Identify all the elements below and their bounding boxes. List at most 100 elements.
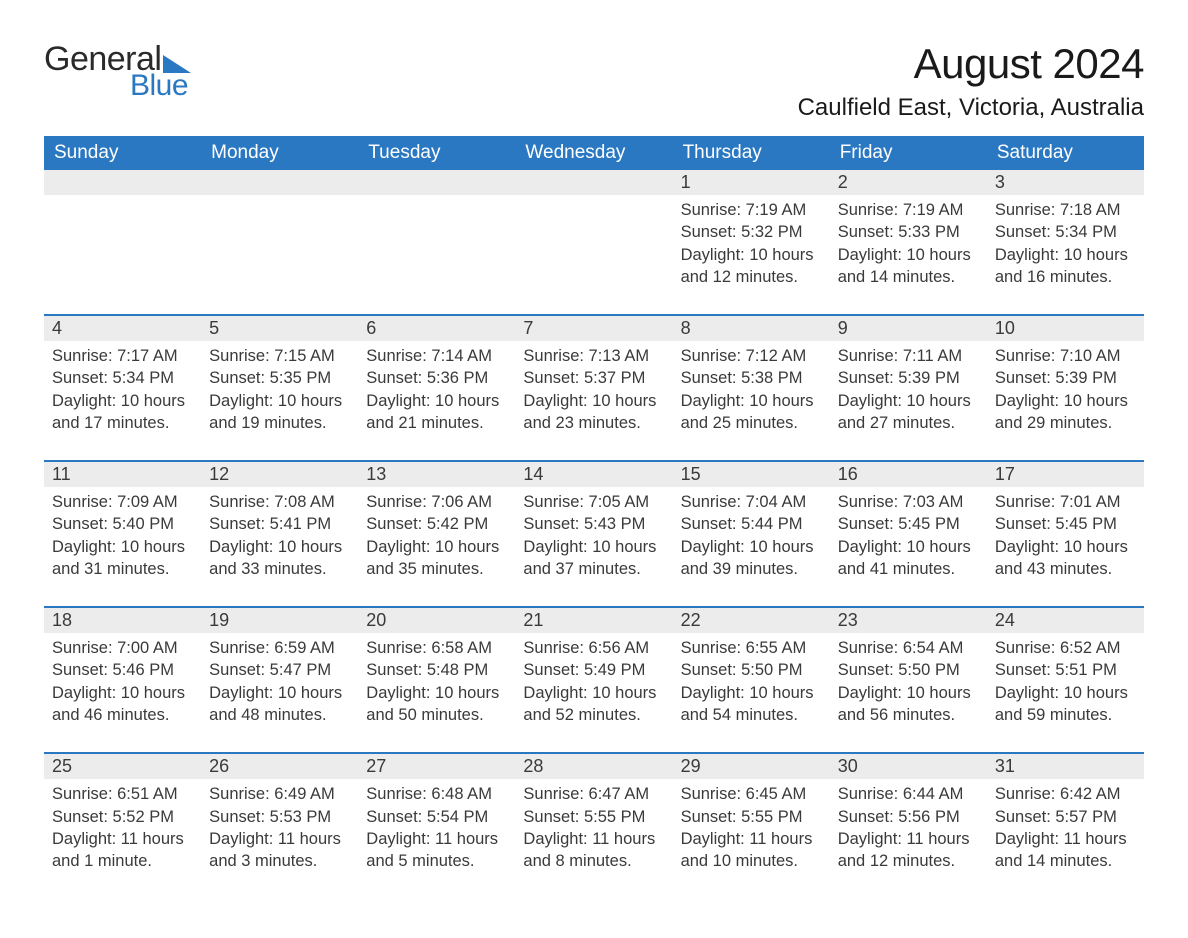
calendar-cell: 9Sunrise: 7:11 AMSunset: 5:39 PMDaylight… [830,315,987,461]
day-number: 3 [987,170,1144,195]
calendar-cell: 13Sunrise: 7:06 AMSunset: 5:42 PMDayligh… [358,461,515,607]
day-body: Sunrise: 6:56 AMSunset: 5:49 PMDaylight:… [515,633,672,752]
calendar-cell [44,170,201,315]
day-number: 18 [44,608,201,633]
day-body: Sunrise: 7:05 AMSunset: 5:43 PMDaylight:… [515,487,672,606]
sunset-text: Sunset: 5:50 PM [838,659,979,681]
calendar-cell [201,170,358,315]
calendar-cell: 20Sunrise: 6:58 AMSunset: 5:48 PMDayligh… [358,607,515,753]
day-body: Sunrise: 7:11 AMSunset: 5:39 PMDaylight:… [830,341,987,460]
day-number: 22 [673,608,830,633]
dayheader-wed: Wednesday [515,136,672,170]
day-number: 21 [515,608,672,633]
day-body: Sunrise: 7:17 AMSunset: 5:34 PMDaylight:… [44,341,201,460]
calendar-cell: 18 Sunrise: 7:00 AMSunset: 5:46 PMDayligh… [44,607,201,753]
sunset-text: Sunset: 5:34 PM [52,367,193,389]
day-body-empty [515,195,672,295]
day-number: 30 [830,754,987,779]
sunrise-text: Sunrise: 7:14 AM [366,345,507,367]
calendar-table: Sunday Monday Tuesday Wednesday Thursday… [44,136,1144,898]
sunset-text: Sunset: 5:37 PM [523,367,664,389]
day-number: 11 [44,462,201,487]
day-number: 2 [830,170,987,195]
calendar-cell: 23Sunrise: 6:54 AMSunset: 5:50 PMDayligh… [830,607,987,753]
daylight-text: Daylight: 10 hours and 21 minutes. [366,390,507,435]
day-number: 26 [201,754,358,779]
sunrise-text: Sunrise: 7:15 AM [209,345,350,367]
daylight-text: Daylight: 10 hours and 31 minutes. [52,536,193,581]
sunset-text: Sunset: 5:42 PM [366,513,507,535]
calendar-row: 25Sunrise: 6:51 AMSunset: 5:52 PMDayligh… [44,753,1144,898]
calendar-row: 11Sunrise: 7:09 AMSunset: 5:40 PMDayligh… [44,461,1144,607]
daylight-text: Daylight: 10 hours and 50 minutes. [366,682,507,727]
day-body: Sunrise: 6:52 AMSunset: 5:51 PMDaylight:… [987,633,1144,752]
sunset-text: Sunset: 5:36 PM [366,367,507,389]
calendar-cell [358,170,515,315]
daylight-text: Daylight: 10 hours and 19 minutes. [209,390,350,435]
sunrise-text: Sunrise: 6:55 AM [681,637,822,659]
day-number-empty [44,170,201,195]
sunrise-text: Sunrise: 6:45 AM [681,783,822,805]
calendar-cell: 22Sunrise: 6:55 AMSunset: 5:50 PMDayligh… [673,607,830,753]
calendar-cell: 30Sunrise: 6:44 AMSunset: 5:56 PMDayligh… [830,753,987,898]
daylight-text: Daylight: 11 hours and 8 minutes. [523,828,664,873]
day-body-empty [201,195,358,295]
daylight-text: Daylight: 11 hours and 3 minutes. [209,828,350,873]
daylight-text: Daylight: 10 hours and 35 minutes. [366,536,507,581]
location-text: Caulfield East, Victoria, Australia [798,94,1144,122]
calendar-cell: 14Sunrise: 7:05 AMSunset: 5:43 PMDayligh… [515,461,672,607]
dayheader-fri: Friday [830,136,987,170]
daylight-text: Daylight: 10 hours and 27 minutes. [838,390,979,435]
sunrise-text: Sunrise: 7:00 AM [52,637,193,659]
calendar-head: Sunday Monday Tuesday Wednesday Thursday… [44,136,1144,170]
sunrise-text: Sunrise: 6:42 AM [995,783,1136,805]
sunrise-text: Sunrise: 7:03 AM [838,491,979,513]
day-number: 5 [201,316,358,341]
day-body: Sunrise: 7:15 AMSunset: 5:35 PMDaylight:… [201,341,358,460]
calendar-cell: 28Sunrise: 6:47 AMSunset: 5:55 PMDayligh… [515,753,672,898]
day-body: Sunrise: 7:19 AMSunset: 5:32 PMDaylight:… [673,195,830,314]
sunrise-text: Sunrise: 6:59 AM [209,637,350,659]
sunrise-text: Sunrise: 7:08 AM [209,491,350,513]
day-body: Sunrise: 6:51 AMSunset: 5:52 PMDaylight:… [44,779,201,898]
sunrise-text: Sunrise: 7:12 AM [681,345,822,367]
day-number-empty [358,170,515,195]
day-body: Sunrise: 7:18 AMSunset: 5:34 PMDaylight:… [987,195,1144,314]
sunset-text: Sunset: 5:54 PM [366,806,507,828]
dayheader-sat: Saturday [987,136,1144,170]
dayheader-mon: Monday [201,136,358,170]
calendar-cell: 7Sunrise: 7:13 AMSunset: 5:37 PMDaylight… [515,315,672,461]
day-body: Sunrise: 6:48 AMSunset: 5:54 PMDaylight:… [358,779,515,898]
daylight-text: Daylight: 10 hours and 23 minutes. [523,390,664,435]
sunrise-text: Sunrise: 6:44 AM [838,783,979,805]
day-body: Sunrise: 7:09 AMSunset: 5:40 PMDaylight:… [44,487,201,606]
sunrise-text: Sunrise: 7:06 AM [366,491,507,513]
dayheader-tue: Tuesday [358,136,515,170]
sunset-text: Sunset: 5:38 PM [681,367,822,389]
sunrise-text: Sunrise: 6:54 AM [838,637,979,659]
sunrise-text: Sunrise: 7:09 AM [52,491,193,513]
day-body: Sunrise: 7:12 AMSunset: 5:38 PMDaylight:… [673,341,830,460]
sunrise-text: Sunrise: 7:19 AM [681,199,822,221]
day-number: 12 [201,462,358,487]
daylight-text: Daylight: 10 hours and 48 minutes. [209,682,350,727]
sunset-text: Sunset: 5:39 PM [838,367,979,389]
day-body: Sunrise: 7:04 AMSunset: 5:44 PMDaylight:… [673,487,830,606]
calendar-cell [515,170,672,315]
calendar-cell: 21Sunrise: 6:56 AMSunset: 5:49 PMDayligh… [515,607,672,753]
daylight-text: Daylight: 10 hours and 52 minutes. [523,682,664,727]
daylight-text: Daylight: 11 hours and 14 minutes. [995,828,1136,873]
calendar-cell: 10Sunrise: 7:10 AMSunset: 5:39 PMDayligh… [987,315,1144,461]
sunset-text: Sunset: 5:47 PM [209,659,350,681]
calendar-cell: 1Sunrise: 7:19 AMSunset: 5:32 PMDaylight… [673,170,830,315]
calendar-cell: 6Sunrise: 7:14 AMSunset: 5:36 PMDaylight… [358,315,515,461]
day-number: 10 [987,316,1144,341]
day-number: 27 [358,754,515,779]
calendar-cell: 26Sunrise: 6:49 AMSunset: 5:53 PMDayligh… [201,753,358,898]
sunset-text: Sunset: 5:46 PM [52,659,193,681]
sunset-text: Sunset: 5:53 PM [209,806,350,828]
sunset-text: Sunset: 5:56 PM [838,806,979,828]
sunrise-text: Sunrise: 6:56 AM [523,637,664,659]
daylight-text: Daylight: 10 hours and 46 minutes. [52,682,193,727]
sunset-text: Sunset: 5:41 PM [209,513,350,535]
